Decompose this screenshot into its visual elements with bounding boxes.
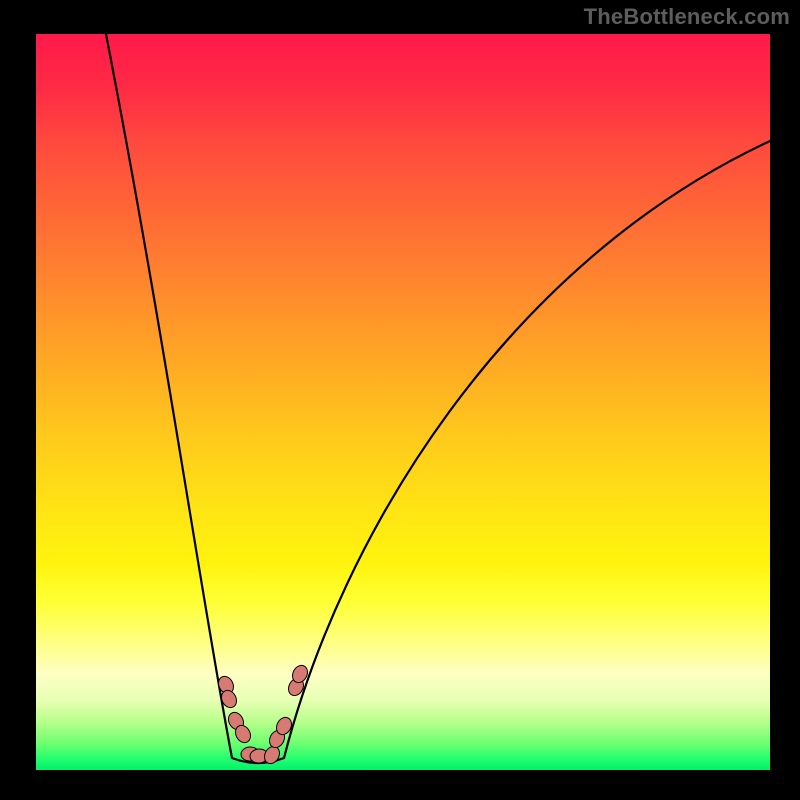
chart-plot-area xyxy=(36,34,770,770)
watermark-text: TheBottleneck.com xyxy=(584,4,790,30)
gradient-background xyxy=(36,34,770,770)
bottleneck-chart xyxy=(36,34,770,770)
